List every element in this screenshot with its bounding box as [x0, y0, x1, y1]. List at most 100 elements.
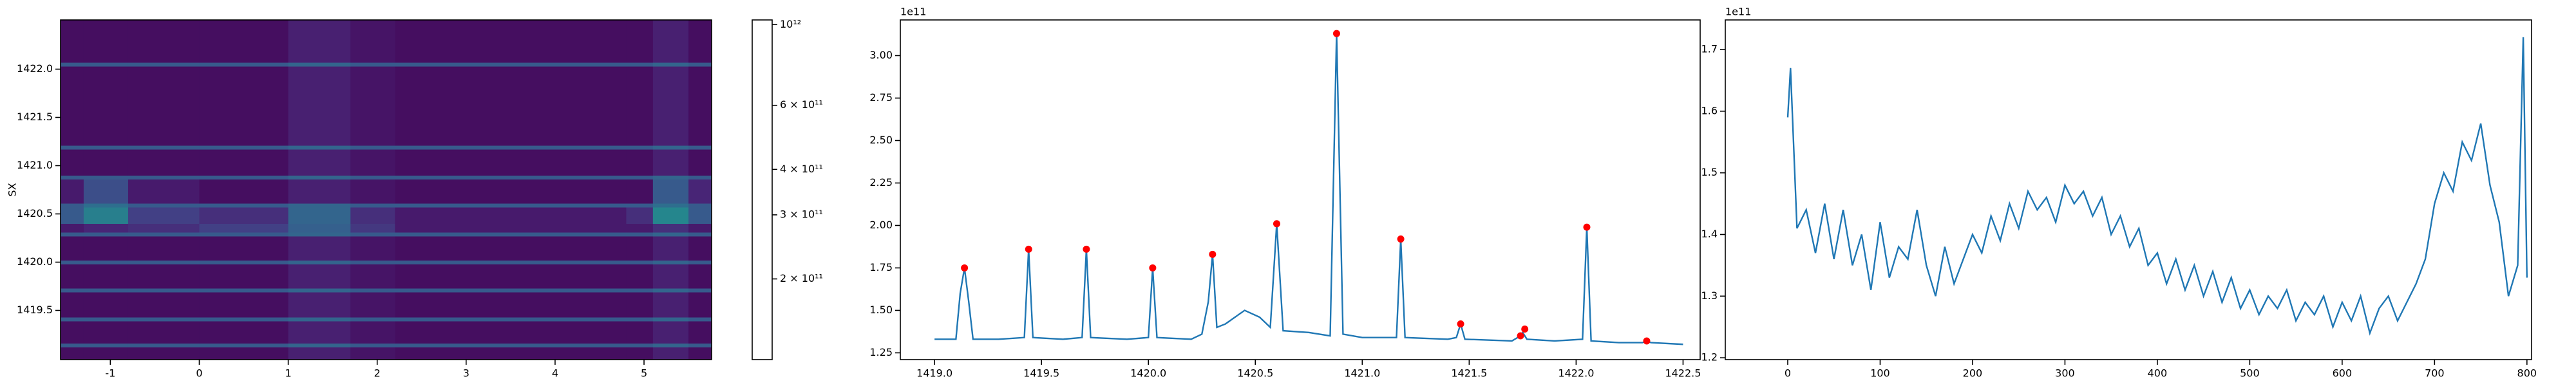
peak-marker: [1643, 337, 1651, 345]
heatmap-cell: [626, 321, 654, 344]
heatmap-cell: [626, 223, 654, 233]
heatmap-cell: [199, 317, 289, 322]
heatmap-cell: [350, 223, 395, 233]
heatmap-cell: [395, 260, 627, 264]
heatmap-cell: [199, 232, 289, 237]
heatmap-cell: [395, 232, 627, 237]
y-tick-label: 1.50: [869, 304, 893, 316]
heatmap-cell: [288, 236, 351, 261]
y-tick-label: 2.75: [869, 91, 893, 104]
heatmap-cell: [688, 145, 712, 150]
heatmap-cell: [688, 321, 712, 344]
heatmap-cell: [83, 62, 129, 67]
heatmap-cell: [688, 292, 712, 318]
heatmap-cell: [626, 232, 654, 237]
heatmap-cell: [626, 207, 654, 224]
heatmap-cell: [288, 175, 351, 179]
heatmap-cell: [61, 20, 84, 63]
heatmap-cell: [128, 288, 200, 293]
heatmap-cell: [652, 321, 689, 344]
heatmap-cell: [395, 179, 627, 204]
heatmap-cell: [128, 149, 200, 176]
heatmap-cell: [652, 288, 689, 293]
y-tick-label: 3.00: [869, 49, 893, 61]
heatmap-cell: [688, 149, 712, 176]
heatmap-cell: [288, 264, 351, 289]
heatmap-cell: [395, 149, 627, 176]
heatmap-cell: [128, 20, 200, 63]
heatmap-cell: [61, 343, 84, 347]
heatmap-cell: [395, 343, 627, 347]
peak-marker: [1025, 245, 1032, 253]
y-tick-label: 1.2: [1701, 351, 1718, 363]
heatmap-cell: [350, 264, 395, 289]
heatmap-cell: [652, 232, 689, 237]
heatmap-cell: [395, 321, 627, 344]
heatmap-cell: [652, 62, 689, 67]
heatmap-cell: [350, 292, 395, 318]
heatmap-cell: [288, 179, 351, 204]
heatmap-cell: [288, 292, 351, 318]
heatmap-cell: [83, 347, 129, 360]
heatmap-cell: [626, 149, 654, 176]
x-tick-label: 1421.0: [1344, 367, 1380, 380]
heatmap-cell: [83, 264, 129, 289]
heatmap-cell: [395, 223, 627, 233]
heatmap-cell: [61, 232, 84, 237]
heatmap-cell: [128, 232, 200, 237]
heatmap-cell: [83, 223, 129, 233]
y-tick-label: 1.4: [1701, 228, 1718, 240]
heatmap-cell: [199, 149, 289, 176]
heatmap-cell: [652, 175, 689, 179]
heatmap-cell: [128, 264, 200, 289]
heatmap-cell: [626, 292, 654, 318]
heatmap-cell: [61, 203, 84, 208]
heatmap-cell: [199, 175, 289, 179]
heatmap-cell: [652, 179, 689, 204]
heatmap-cell: [288, 347, 351, 360]
y-axis-label: SX: [6, 183, 19, 196]
colorbar-tick-label: 6 × 10¹¹: [780, 98, 823, 111]
heatmap-cell: [61, 66, 84, 146]
heatmap-cell: [688, 66, 712, 146]
heatmap-cell: [199, 347, 289, 360]
heatmap-cell: [350, 179, 395, 204]
heatmap-cell: [83, 292, 129, 318]
heatmap-cell: [128, 207, 200, 224]
heatmap-cell: [128, 66, 200, 146]
y-tick-label: 1.6: [1701, 104, 1718, 116]
heatmap-cell: [61, 288, 84, 293]
heatmap-cell: [288, 66, 351, 146]
peak-marker: [1273, 220, 1280, 228]
heatmap-cell: [128, 62, 200, 67]
heatmap-cell: [288, 232, 351, 237]
heatmap-cell: [288, 317, 351, 322]
heatmap-cell: [350, 175, 395, 179]
heatmap-cell: [626, 264, 654, 289]
offset-text: 1e11: [900, 6, 926, 18]
y-tick-label: 1421.0: [17, 159, 53, 171]
peak-marker: [1397, 235, 1405, 243]
heatmap-cell: [199, 66, 289, 146]
heatmap-cell: [652, 207, 689, 224]
heatmap-cell: [288, 321, 351, 344]
heatmap-cell: [626, 20, 654, 63]
heatmap-cell: [626, 175, 654, 179]
heatmap-cell: [128, 343, 200, 347]
x-tick-label: 200: [1963, 367, 1983, 380]
heatmap-cell: [688, 347, 712, 360]
heatmap-cell: [688, 223, 712, 233]
heatmap-cell: [652, 347, 689, 360]
heatmap-cell: [199, 62, 289, 67]
peak-marker: [1521, 325, 1529, 333]
peak-marker: [1457, 320, 1464, 328]
heatmap-cell: [395, 347, 627, 360]
x-tick-label: 800: [2517, 367, 2537, 380]
heatmap-cell: [350, 347, 395, 360]
heatmap-cell: [83, 343, 129, 347]
axes-frame: [900, 19, 1701, 360]
heatmap-cell: [688, 175, 712, 179]
heatmap-cell: [652, 264, 689, 289]
heatmap-cell: [350, 260, 395, 264]
heatmap-cell: [128, 236, 200, 261]
